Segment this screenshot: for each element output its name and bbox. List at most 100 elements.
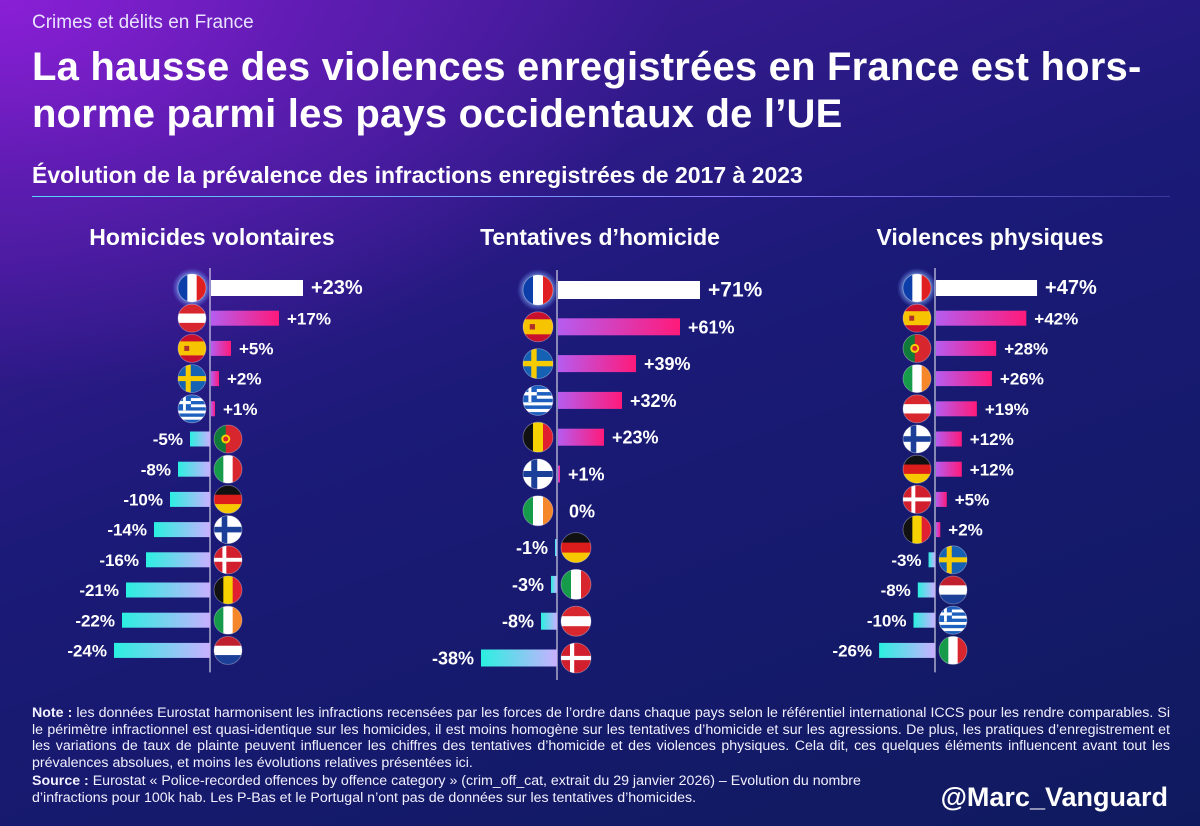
bar bbox=[558, 391, 622, 409]
bar bbox=[936, 280, 1038, 296]
flag-spain-icon bbox=[902, 303, 932, 333]
note-text: les données Eurostat harmonisent les inf… bbox=[32, 705, 1170, 771]
bar bbox=[936, 371, 992, 387]
bar bbox=[122, 612, 210, 628]
flag-france-icon bbox=[172, 268, 212, 308]
data-label: -10% bbox=[867, 611, 907, 630]
flag-finland-icon bbox=[213, 515, 243, 544]
data-label: -3% bbox=[891, 551, 921, 570]
flag-spain-icon bbox=[177, 333, 207, 363]
data-label: -8% bbox=[502, 612, 534, 632]
data-label: -26% bbox=[832, 642, 872, 661]
data-label: -8% bbox=[141, 460, 171, 479]
flag-greece-icon bbox=[938, 605, 968, 635]
data-label: -5% bbox=[153, 430, 183, 449]
bar bbox=[211, 401, 215, 417]
bar bbox=[913, 612, 935, 628]
flag-greece-icon bbox=[177, 394, 207, 424]
data-label: +23% bbox=[612, 428, 659, 448]
bar bbox=[936, 491, 947, 507]
data-label: -3% bbox=[512, 575, 544, 595]
flag-finland-icon bbox=[902, 424, 932, 454]
author-handle: @Marc_Vanguard bbox=[940, 782, 1168, 812]
flag-germany-icon bbox=[560, 532, 592, 563]
bar bbox=[928, 552, 935, 568]
bar bbox=[936, 431, 962, 447]
bar bbox=[879, 642, 935, 658]
flag-austria-icon bbox=[177, 303, 207, 333]
bar bbox=[178, 461, 210, 477]
flag-ireland-icon bbox=[213, 605, 243, 635]
bar bbox=[558, 281, 700, 299]
data-label: -1% bbox=[516, 538, 548, 558]
flag-sweden-icon bbox=[177, 364, 207, 394]
page-title: La hausse des violences enregistrées en … bbox=[32, 45, 1142, 136]
bar bbox=[481, 649, 557, 667]
flag-finland-icon bbox=[522, 458, 554, 490]
note-label: Note : bbox=[32, 705, 73, 721]
flag-sweden-icon bbox=[522, 348, 554, 380]
flag-italy-icon bbox=[938, 636, 968, 665]
divider bbox=[32, 196, 1170, 197]
chart-title: Homicides volontaires bbox=[89, 224, 334, 250]
bar bbox=[551, 575, 557, 593]
data-label: -22% bbox=[75, 611, 115, 630]
data-label: +5% bbox=[955, 491, 990, 510]
source-label: Source : bbox=[32, 773, 89, 789]
data-label: +1% bbox=[223, 400, 258, 419]
flag-belgium-icon bbox=[902, 515, 932, 544]
data-label: -16% bbox=[99, 551, 139, 570]
flag-denmark-icon bbox=[560, 642, 592, 674]
data-label: -24% bbox=[67, 642, 107, 661]
bar bbox=[917, 582, 935, 598]
flag-spain-icon bbox=[522, 311, 554, 343]
bar bbox=[211, 310, 279, 326]
flag-france-icon bbox=[897, 268, 937, 308]
bar bbox=[936, 340, 997, 356]
chart-title: Violences physiques bbox=[876, 224, 1103, 250]
flag-portugal-icon bbox=[213, 424, 243, 454]
flag-denmark-icon bbox=[213, 545, 243, 575]
data-label: +19% bbox=[985, 400, 1029, 419]
flag-greece-icon bbox=[522, 384, 554, 416]
charts-area: Homicides volontaires +23% +17% +5% +2% +1% -5… bbox=[67, 224, 1103, 680]
data-label: +5% bbox=[239, 340, 274, 359]
data-label: +42% bbox=[1034, 309, 1078, 328]
data-label: +28% bbox=[1004, 340, 1048, 359]
data-label: -8% bbox=[881, 581, 911, 600]
chart-panel: Homicides volontaires +23% +17% +5% +2% +1% -5… bbox=[67, 224, 363, 673]
flag-italy-icon bbox=[213, 454, 243, 484]
bar bbox=[211, 280, 303, 296]
bar bbox=[170, 491, 210, 507]
data-label: +2% bbox=[227, 370, 262, 389]
flag-germany-icon bbox=[902, 454, 932, 484]
data-label: -10% bbox=[123, 491, 163, 510]
bar bbox=[555, 539, 557, 557]
bar bbox=[146, 552, 210, 568]
flag-belgium-icon bbox=[213, 575, 243, 605]
flag-denmark-icon bbox=[902, 484, 932, 514]
bar bbox=[558, 318, 680, 336]
source-paragraph: Source : Eurostat « Police-recorded offe… bbox=[32, 773, 932, 806]
bar bbox=[558, 428, 604, 446]
bar bbox=[558, 465, 560, 483]
data-label: +1% bbox=[568, 464, 605, 484]
flag-belgium-icon bbox=[522, 421, 554, 453]
bar bbox=[541, 612, 557, 630]
flag-netherlands-icon bbox=[938, 575, 968, 605]
data-label: -38% bbox=[432, 648, 474, 668]
data-label: +17% bbox=[287, 309, 331, 328]
kicker: Crimes et délits en France bbox=[32, 12, 254, 33]
data-label: -21% bbox=[79, 581, 119, 600]
data-label: -14% bbox=[107, 521, 147, 540]
data-label: +71% bbox=[708, 278, 763, 301]
flag-portugal-icon bbox=[902, 333, 932, 363]
flag-austria-icon bbox=[560, 605, 592, 637]
chart-subtitle: Évolution de la prévalence des infractio… bbox=[32, 162, 803, 188]
data-label: +2% bbox=[948, 521, 983, 540]
chart-panel: Tentatives d’homicide +71% +61% +39% +32% +23… bbox=[432, 224, 763, 680]
data-label: +32% bbox=[630, 391, 677, 411]
bar bbox=[126, 582, 210, 598]
data-label: +47% bbox=[1045, 277, 1097, 299]
bar bbox=[936, 522, 941, 538]
